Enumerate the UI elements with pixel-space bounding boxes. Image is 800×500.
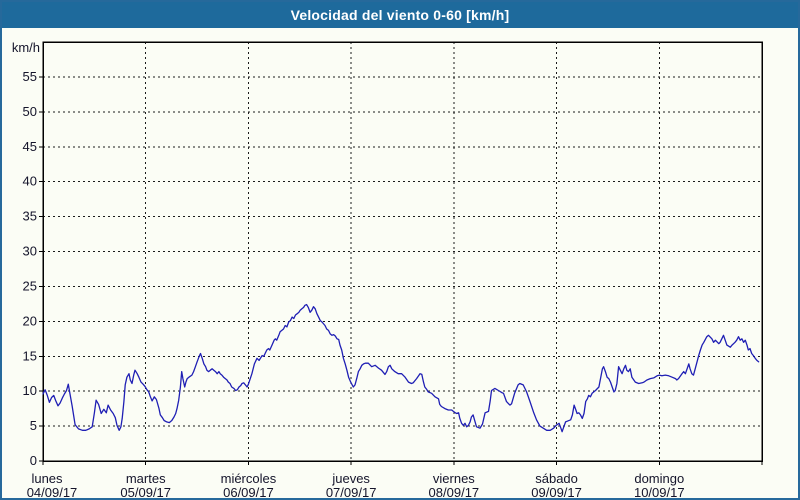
y-tick-label: 0 (30, 453, 37, 468)
y-tick-label: 10 (23, 383, 37, 398)
day-date-label: 04/09/17 (27, 485, 78, 500)
day-date-label: 05/09/17 (120, 485, 171, 500)
chart-title: Velocidad del viento 0-60 [km/h] (290, 7, 510, 23)
day-name-label: viernes (433, 471, 475, 486)
y-axis-unit-label: km/h (11, 40, 40, 55)
day-date-label: 07/09/17 (326, 485, 377, 500)
day-name-label: jueves (331, 471, 370, 486)
y-tick-label: 40 (23, 174, 37, 189)
day-date-label: 10/09/17 (634, 485, 685, 500)
plot-frame (42, 41, 763, 462)
y-tick-label: 25 (23, 278, 37, 293)
y-tick-label: 5 (30, 418, 37, 433)
y-tick-label: 50 (23, 104, 37, 119)
day-name-label: lunes (31, 471, 63, 486)
day-date-label: 08/09/17 (429, 485, 480, 500)
y-tick-label: 30 (23, 244, 37, 259)
day-name-label: miércoles (221, 471, 277, 486)
day-name-label: martes (126, 471, 166, 486)
y-tick-label: 15 (23, 348, 37, 363)
day-date-label: 06/09/17 (223, 485, 274, 500)
y-tick-label: 35 (23, 209, 37, 224)
day-name-label: sábado (535, 471, 578, 486)
y-tick-label: 20 (23, 313, 37, 328)
day-date-label: 09/09/17 (531, 485, 582, 500)
chart-title-bar: Velocidad del viento 0-60 [km/h] (2, 2, 798, 28)
y-tick-label: 45 (23, 139, 37, 154)
y-tick-label: 55 (23, 69, 37, 84)
day-name-label: domingo (634, 471, 684, 486)
wind-speed-series-line (42, 303, 760, 433)
